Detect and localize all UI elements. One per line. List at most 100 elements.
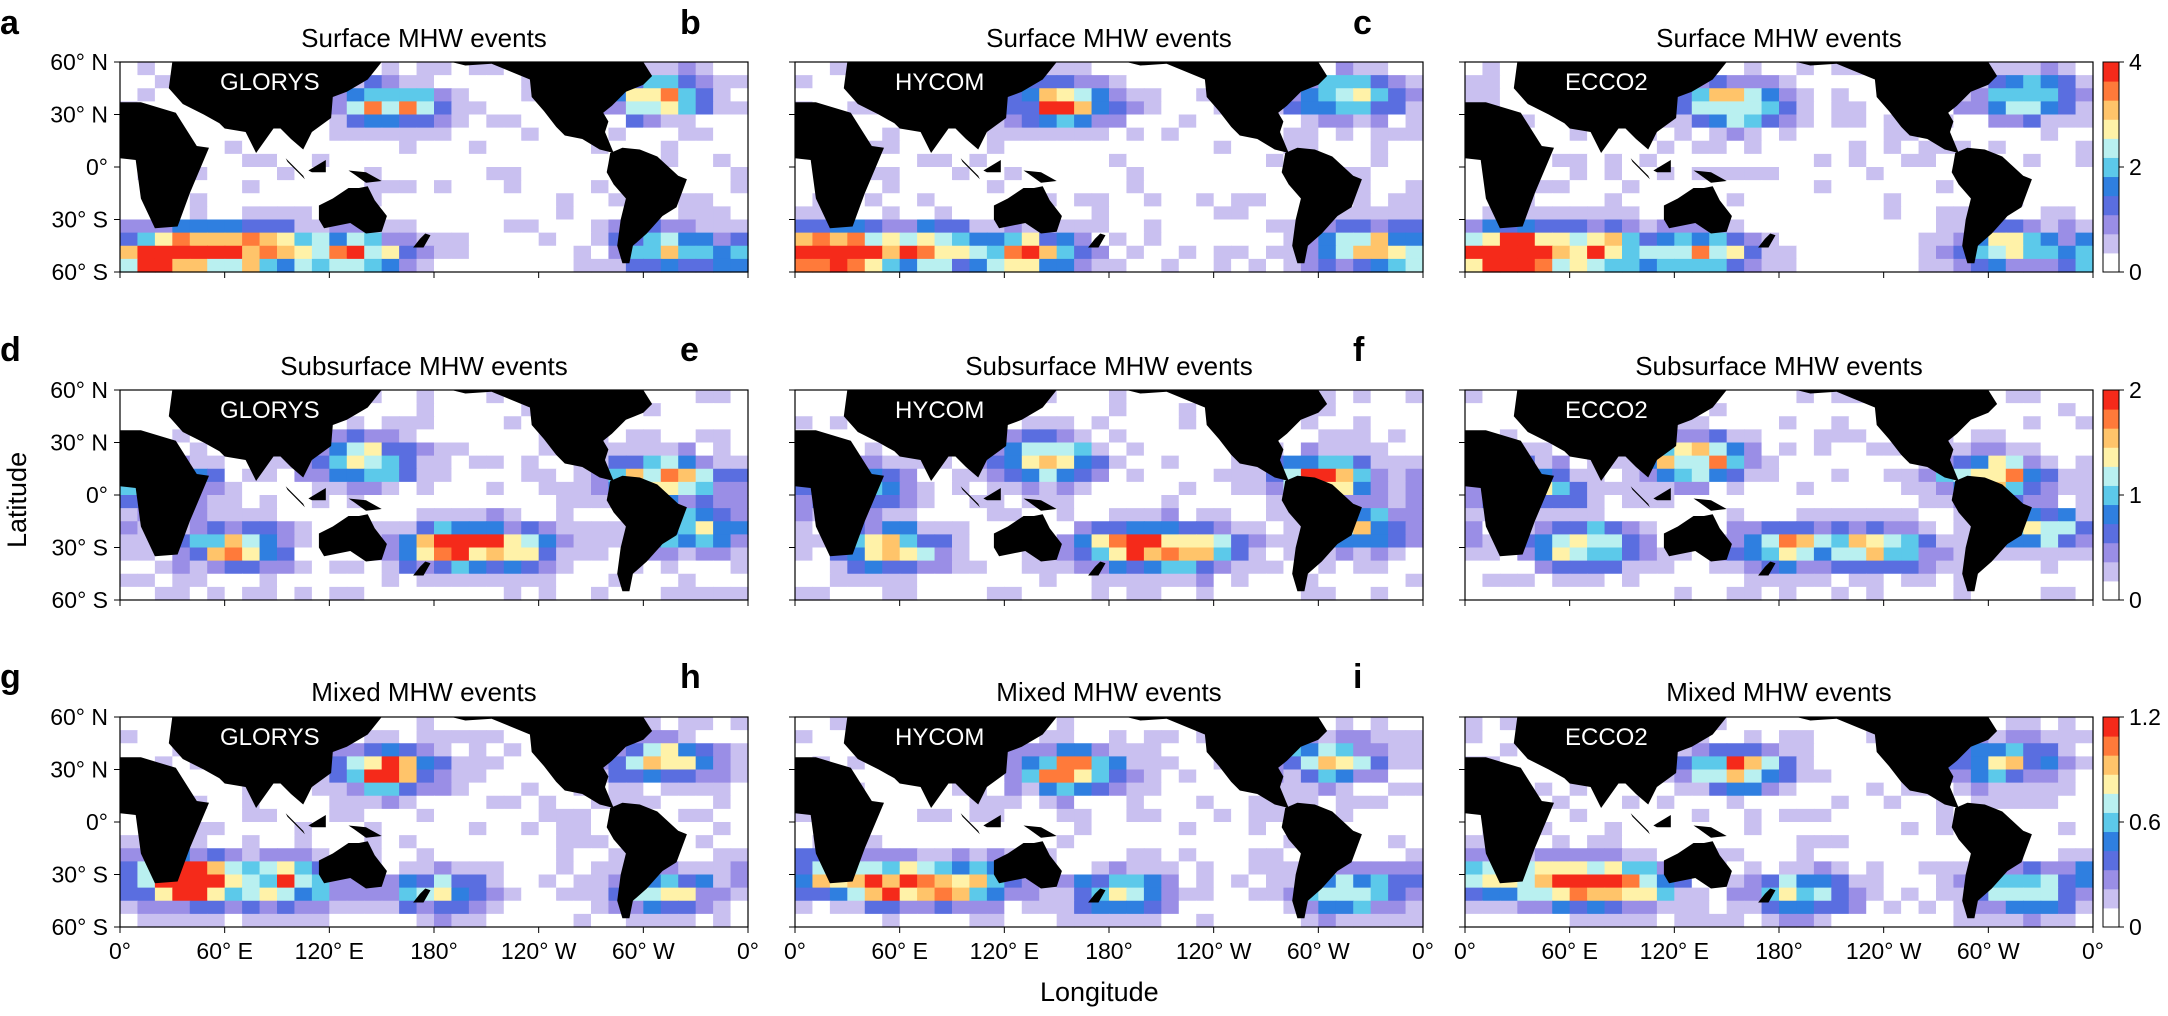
heatmap-cell xyxy=(1022,743,1040,757)
heatmap-cell xyxy=(1022,482,1040,496)
heatmap-cell xyxy=(1336,115,1354,129)
heatmap-cell xyxy=(1179,730,1197,744)
heatmap-cell xyxy=(260,914,278,928)
heatmap-cell xyxy=(952,246,970,260)
heatmap-cell xyxy=(1831,574,1849,588)
heatmap-cell xyxy=(521,809,539,823)
heatmap-cell xyxy=(987,835,1005,849)
heatmap-cell xyxy=(172,888,190,902)
heatmap-cell xyxy=(2023,206,2041,220)
heatmap-cell xyxy=(2041,62,2059,76)
heatmap-cell xyxy=(812,416,830,430)
heatmap-cell xyxy=(469,822,487,836)
heatmap-cell xyxy=(661,416,679,430)
heatmap-cell xyxy=(1336,233,1354,247)
heatmap-cell xyxy=(417,259,435,273)
heatmap-cell xyxy=(347,574,365,588)
heatmap-cell xyxy=(190,246,208,260)
heatmap-cell xyxy=(1092,390,1110,404)
heatmap-cell xyxy=(1709,88,1727,102)
heatmap-cell xyxy=(1622,167,1640,181)
heatmap-cell xyxy=(312,259,330,273)
heatmap-cell xyxy=(539,861,557,875)
heatmap-cell xyxy=(935,848,953,862)
heatmap-cell xyxy=(1092,783,1110,797)
heatmap-cell xyxy=(417,443,435,457)
heatmap-cell xyxy=(574,180,592,194)
heatmap-cell xyxy=(1814,193,1832,207)
heatmap-cell xyxy=(1161,888,1179,902)
heatmap-cell xyxy=(1004,456,1022,470)
heatmap-cell xyxy=(1196,901,1214,915)
heatmap-cell xyxy=(504,456,522,470)
heatmap-cell xyxy=(434,482,452,496)
heatmap-cell xyxy=(1144,561,1162,575)
heatmap-cell xyxy=(1249,180,1267,194)
heatmap-cell xyxy=(900,574,918,588)
heatmap-cell xyxy=(1022,756,1040,770)
heatmap-cell xyxy=(1482,259,1500,273)
heatmap-cell xyxy=(242,587,260,601)
heatmap-cell xyxy=(1884,574,1902,588)
heatmap-cell xyxy=(865,574,883,588)
heatmap-cell xyxy=(696,429,714,443)
colorbar-tick-label: 4 xyxy=(2129,49,2142,75)
heatmap-cell xyxy=(399,88,417,102)
heatmap-cell xyxy=(1552,233,1570,247)
heatmap-cell xyxy=(1022,101,1040,115)
heatmap-cell xyxy=(1674,574,1692,588)
heatmap-cell xyxy=(1039,115,1057,129)
heatmap-cell xyxy=(382,822,400,836)
heatmap-cell xyxy=(1866,167,1884,181)
heatmap-cell xyxy=(1587,220,1605,234)
heatmap-cell xyxy=(1092,495,1110,509)
heatmap-cell xyxy=(1196,770,1214,784)
heatmap-cell xyxy=(1884,587,1902,601)
heatmap-cell xyxy=(2006,730,2024,744)
heatmap-cell xyxy=(1570,141,1588,155)
heatmap-cell xyxy=(190,443,208,457)
heatmap-cell xyxy=(1336,443,1354,457)
heatmap-cell xyxy=(1179,534,1197,548)
heatmap-cell xyxy=(539,180,557,194)
heatmap-cell xyxy=(504,495,522,509)
heatmap-cell xyxy=(364,141,382,155)
heatmap-cell xyxy=(1779,259,1797,273)
heatmap-cell xyxy=(626,115,644,129)
heatmap-cell xyxy=(1388,848,1406,862)
heatmap-cell xyxy=(1004,443,1022,457)
heatmap-cell xyxy=(952,901,970,915)
heatmap-cell xyxy=(847,888,865,902)
heatmap-cell xyxy=(661,115,679,129)
heatmap-cell xyxy=(900,482,918,496)
heatmap-cell xyxy=(225,495,243,509)
heatmap-cell xyxy=(1144,508,1162,522)
heatmap-cell xyxy=(225,469,243,483)
heatmap-cell xyxy=(969,180,987,194)
heatmap-cell xyxy=(1779,141,1797,155)
heatmap-cell xyxy=(1674,259,1692,273)
heatmap-cell xyxy=(1482,730,1500,744)
heatmap-cell xyxy=(1849,574,1867,588)
heatmap-cell xyxy=(1057,756,1075,770)
heatmap-cell xyxy=(399,115,417,129)
heatmap-cell xyxy=(469,246,487,260)
heatmap-cell xyxy=(1074,259,1092,273)
heatmap-cell xyxy=(1371,548,1389,562)
heatmap-cell xyxy=(1144,154,1162,168)
heatmap-cell xyxy=(1622,561,1640,575)
heatmap-cell xyxy=(417,574,435,588)
heatmap-cell xyxy=(1074,901,1092,915)
heatmap-cell xyxy=(382,730,400,744)
heatmap-cell xyxy=(1709,128,1727,142)
heatmap-cell xyxy=(1074,875,1092,889)
heatmap-cell xyxy=(1353,88,1371,102)
heatmap-cell xyxy=(1144,848,1162,862)
heatmap-cell xyxy=(434,167,452,181)
panel-b: HYCOM xyxy=(789,62,1424,278)
heatmap-cell xyxy=(1779,508,1797,522)
heatmap-cell xyxy=(1744,193,1762,207)
heatmap-cell xyxy=(1779,220,1797,234)
heatmap-cell xyxy=(713,574,731,588)
heatmap-cell xyxy=(451,521,469,535)
